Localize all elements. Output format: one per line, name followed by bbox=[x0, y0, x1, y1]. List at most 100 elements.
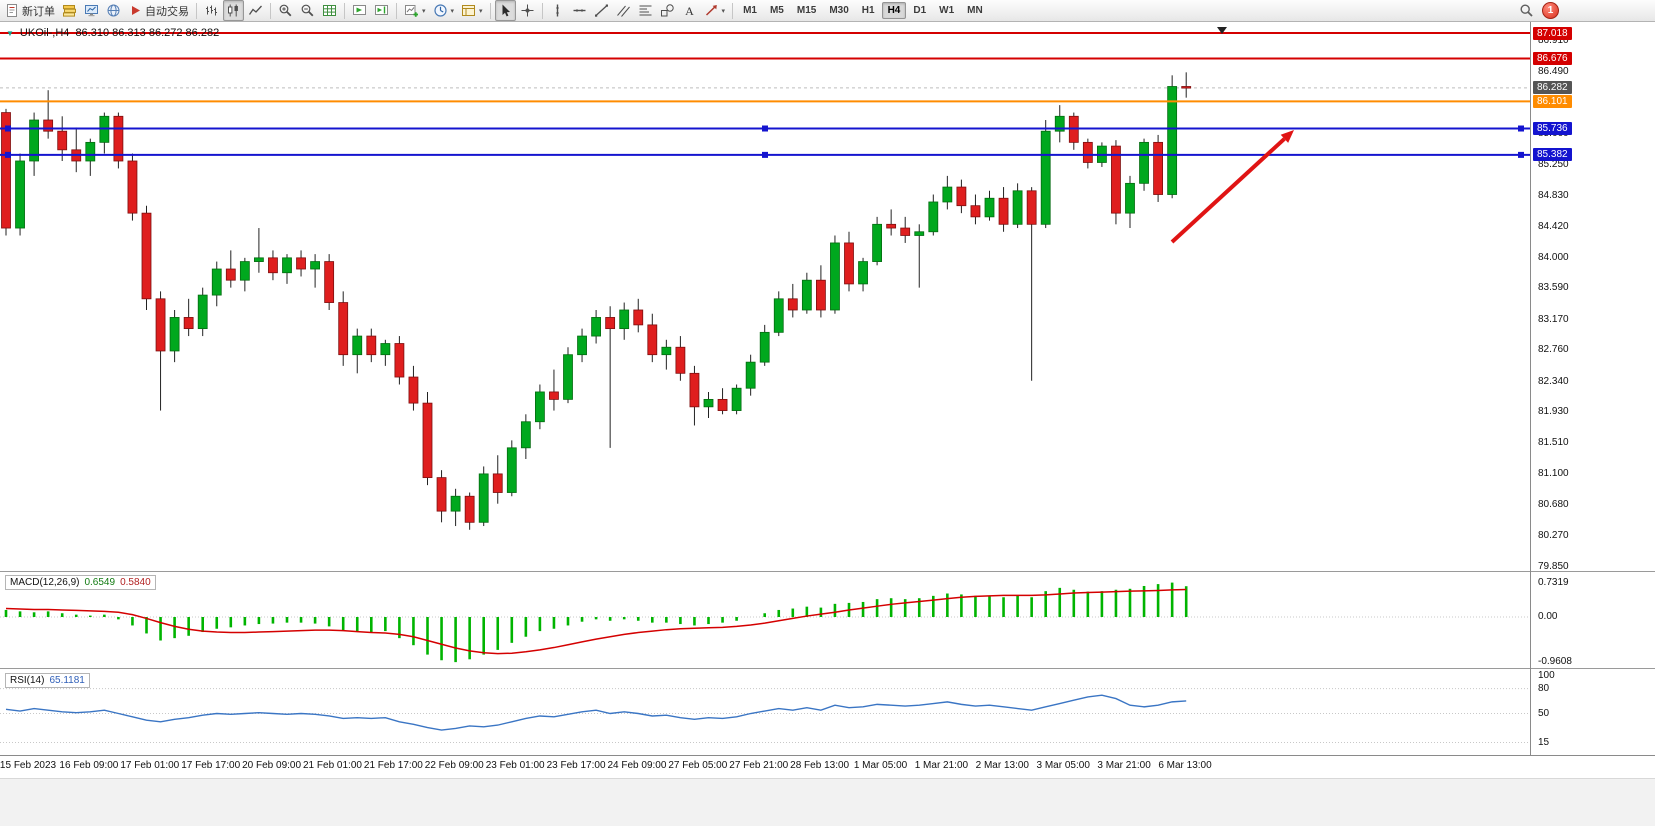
notification-badge[interactable]: 1 bbox=[1542, 2, 1559, 19]
candle-up bbox=[15, 153, 25, 236]
new-order-button[interactable]: 新订单 bbox=[2, 0, 58, 21]
timeframe-h4-button[interactable]: H4 bbox=[881, 2, 907, 19]
grid-button[interactable] bbox=[319, 0, 340, 21]
scroll-marker-icon[interactable] bbox=[1217, 27, 1227, 34]
template-icon bbox=[462, 5, 476, 16]
time-tick-label: 3 Mar 05:00 bbox=[1036, 760, 1090, 771]
horizontal-line-button[interactable] bbox=[569, 0, 590, 21]
profiles-button[interactable] bbox=[59, 0, 80, 21]
navigator-button[interactable] bbox=[103, 0, 124, 21]
support-line-upper-handle[interactable] bbox=[5, 125, 11, 132]
timeframe-m5-button[interactable]: M5 bbox=[769, 5, 784, 16]
candles-icon bbox=[228, 4, 238, 17]
timeframe-m1-button[interactable]: M1 bbox=[743, 5, 757, 16]
candle-up bbox=[1054, 105, 1065, 143]
support-line-lower-handle[interactable] bbox=[1518, 151, 1524, 158]
trendline-icon bbox=[594, 4, 608, 17]
new-order-icon bbox=[7, 4, 17, 17]
price-tick-label: 84.420 bbox=[1538, 220, 1569, 232]
auto-scroll-button[interactable] bbox=[349, 0, 370, 21]
time-tick-label: 27 Feb 21:00 bbox=[729, 760, 789, 771]
templates-button[interactable]: ▾ bbox=[458, 0, 486, 21]
price-tick-label: 81.100 bbox=[1538, 467, 1569, 479]
text-button[interactable]: A bbox=[679, 0, 700, 21]
autotrading-button[interactable]: 自动交易 bbox=[125, 0, 192, 21]
zoom-in-button[interactable] bbox=[275, 0, 296, 21]
candle-down bbox=[647, 313, 658, 363]
time-tick-label: 16 Feb 09:00 bbox=[59, 760, 119, 771]
trend-arrow-head[interactable] bbox=[1280, 130, 1294, 143]
timeframe-d1-button[interactable]: D1 bbox=[913, 5, 927, 16]
candle-up bbox=[310, 254, 321, 288]
fibonacci-button[interactable] bbox=[635, 0, 656, 21]
periods-button[interactable]: ▾ bbox=[430, 0, 458, 21]
periods-button-caret-icon[interactable]: ▾ bbox=[450, 7, 455, 15]
time-tick-label: 2 Mar 13:00 bbox=[975, 760, 1029, 771]
time-tick-label: 23 Feb 17:00 bbox=[546, 760, 606, 771]
candle-up bbox=[1040, 120, 1051, 229]
zoom-in-icon bbox=[279, 4, 292, 17]
support-line-lower-handle[interactable] bbox=[762, 151, 768, 158]
candle-down bbox=[324, 254, 335, 310]
price-level-label: 87.018 bbox=[1533, 26, 1572, 40]
rsi-value: 65.1181 bbox=[49, 675, 85, 686]
candle-down bbox=[717, 388, 728, 415]
shapes-button[interactable] bbox=[657, 0, 678, 21]
candle-up bbox=[661, 339, 672, 370]
candle-down bbox=[71, 127, 82, 173]
candle-up bbox=[1012, 183, 1023, 229]
price-tick-label: 15 bbox=[1538, 736, 1550, 748]
trendline-button[interactable] bbox=[591, 0, 612, 21]
macd-main-value: 0.6549 bbox=[84, 577, 116, 588]
candle-down bbox=[1111, 140, 1121, 225]
channel-button[interactable] bbox=[613, 0, 634, 21]
chart-shift-button[interactable] bbox=[371, 0, 392, 21]
price-scale[interactable]: 86.91086.49085.66085.25084.83084.42084.0… bbox=[1530, 22, 1655, 755]
zoom-out-button[interactable] bbox=[297, 0, 318, 21]
time-axis[interactable]: 15 Feb 2023 16 Feb 09:00 17 Feb 01:00 17 Fe… bbox=[0, 755, 1655, 778]
candle-down bbox=[57, 116, 68, 161]
new-chart-button[interactable]: ▾ bbox=[401, 0, 429, 21]
timeframe-m30-button[interactable]: M30 bbox=[829, 5, 849, 16]
market-watch-button[interactable] bbox=[81, 0, 102, 21]
candle-up bbox=[520, 414, 531, 459]
candles-chart-button[interactable] bbox=[223, 0, 244, 21]
timeframe-mn-button[interactable]: MN bbox=[967, 5, 983, 16]
time-tick-label: 24 Feb 09:00 bbox=[607, 760, 667, 771]
macd-label: MACD(12,26,9) 0.6549 0.5840 bbox=[5, 575, 156, 590]
trend-arrow[interactable] bbox=[1170, 137, 1286, 244]
svg-text:A: A bbox=[685, 4, 694, 18]
candle-down bbox=[1068, 112, 1079, 150]
support-line-upper-handle[interactable] bbox=[1518, 125, 1524, 132]
timeframe-w1-button[interactable]: W1 bbox=[939, 5, 955, 16]
arrows-button-caret-icon[interactable]: ▾ bbox=[721, 7, 726, 15]
clock-icon bbox=[433, 4, 447, 17]
crosshair-button[interactable] bbox=[517, 0, 538, 21]
bars-icon bbox=[206, 5, 217, 16]
timeframe-h1-button[interactable]: H1 bbox=[861, 5, 875, 16]
search-button[interactable] bbox=[1516, 0, 1537, 21]
line-chart-button[interactable] bbox=[245, 0, 266, 21]
macd-name: MACD(12,26,9) bbox=[10, 577, 80, 588]
price-tick-label: 81.510 bbox=[1538, 437, 1569, 449]
arrows-button[interactable]: ▾ bbox=[701, 0, 729, 21]
timeframe-m15-button[interactable]: M15 bbox=[796, 5, 817, 16]
price-tick-label: 84.830 bbox=[1538, 190, 1569, 201]
zoom-out-icon bbox=[301, 4, 314, 17]
new-chart-button-caret-icon[interactable]: ▾ bbox=[422, 7, 426, 15]
candle-up bbox=[282, 254, 292, 284]
vertical-line-button[interactable] bbox=[547, 0, 568, 21]
cursor-button[interactable] bbox=[494, 0, 516, 21]
support-line-lower-handle[interactable] bbox=[5, 151, 11, 158]
search-icon bbox=[1520, 4, 1533, 17]
price-tick-label: 50 bbox=[1538, 707, 1550, 719]
price-tick-label: 80.270 bbox=[1538, 529, 1569, 541]
templates-button-caret-icon[interactable]: ▾ bbox=[479, 7, 483, 15]
chart-canvas[interactable] bbox=[0, 22, 1655, 755]
stack-icon bbox=[63, 5, 76, 17]
candle-up bbox=[619, 302, 630, 340]
crosshair-icon bbox=[521, 4, 534, 17]
candle-up bbox=[745, 354, 756, 396]
bars-chart-button[interactable] bbox=[201, 0, 222, 21]
support-line-upper-handle[interactable] bbox=[762, 125, 768, 132]
